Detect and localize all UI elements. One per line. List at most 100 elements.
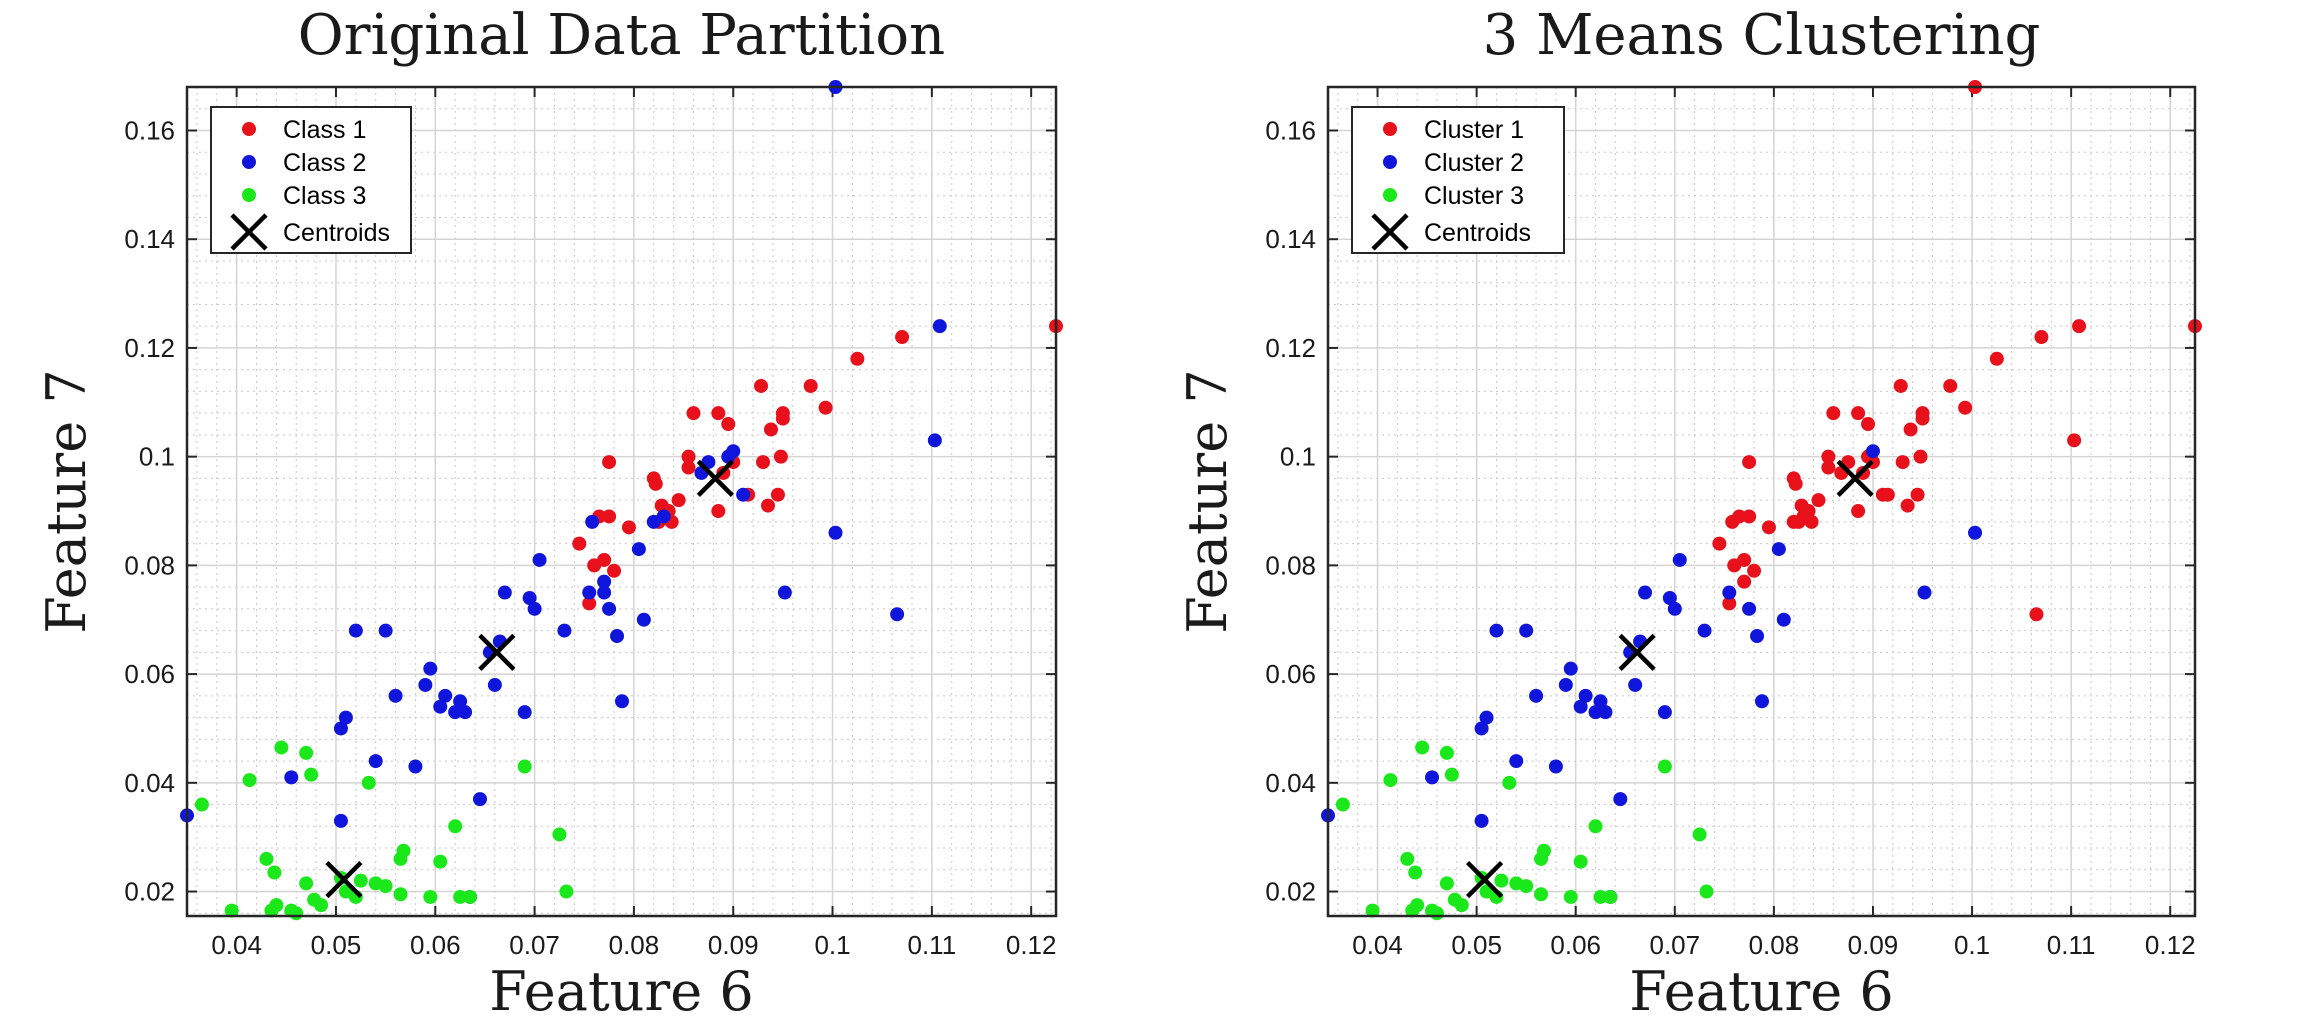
axis-ticks: 0.04 0.05 0.06 0.07 0.08 0.09 0.1 0.11 0.12 0.02 0…	[1265, 87, 2196, 960]
point-class-3	[259, 851, 274, 866]
point-class-2	[597, 585, 612, 600]
point-cluster-3	[1519, 879, 1534, 894]
point-class-3	[453, 889, 468, 904]
legend-item: Cluster 3	[1383, 182, 1524, 210]
point-cluster-2	[1638, 585, 1653, 600]
point-class-1	[648, 476, 663, 491]
point-cluster-1	[1915, 406, 1930, 421]
point-class-1	[770, 487, 785, 502]
legend-label: Class 3	[283, 182, 366, 210]
point-cluster-1	[1788, 476, 1803, 491]
point-class-2	[610, 629, 625, 644]
point-cluster-2	[1519, 623, 1534, 638]
point-cluster-1	[1742, 509, 1757, 524]
point-cluster-1	[1821, 460, 1836, 475]
point-class-2	[585, 514, 600, 529]
point-class-2	[438, 688, 453, 703]
point-cluster-3	[1439, 876, 1454, 891]
point-cluster-1	[1958, 400, 1973, 415]
point-class-1	[803, 378, 818, 393]
y-tick-label: 0.04	[124, 768, 175, 798]
point-cluster-3	[1563, 889, 1578, 904]
point-cluster-2	[1968, 525, 1983, 540]
legend-label: Cluster 2	[1424, 149, 1524, 177]
point-class-2	[522, 590, 537, 605]
centroid-marker	[1836, 459, 1874, 497]
legend-label: Centroids	[1424, 219, 1531, 247]
point-class-2	[333, 721, 348, 736]
point-class-1	[572, 536, 587, 551]
point-cluster-2	[1697, 623, 1712, 638]
x-tick-label: 0.12	[2145, 930, 2196, 960]
x-tick-label: 0.11	[908, 930, 957, 960]
point-cluster-3	[1657, 759, 1672, 774]
point-class-2	[828, 525, 843, 540]
x-tick-label: 0.1	[814, 930, 850, 960]
point-cluster-1	[1737, 552, 1752, 567]
legend-marker-centroid	[230, 213, 268, 251]
point-cluster-1	[1811, 493, 1826, 508]
axes-box	[185, 85, 1058, 918]
point-cluster-2	[1613, 792, 1628, 807]
y-tick-label: 0.06	[124, 659, 175, 689]
point-cluster-3	[1335, 797, 1350, 812]
x-tick-label: 0.07	[1649, 930, 1700, 960]
point-cluster-2	[1662, 590, 1677, 605]
point-class-2	[582, 585, 597, 600]
point-cluster-2	[1474, 813, 1489, 828]
point-cluster-1	[1913, 449, 1928, 464]
point-class-3	[463, 889, 478, 904]
point-cluster-2	[1578, 688, 1593, 703]
point-class-2	[487, 677, 502, 692]
point-class-2	[472, 792, 487, 807]
point-cluster-2	[1489, 623, 1504, 638]
legend-item: Class 3	[242, 182, 366, 210]
point-class-1	[597, 552, 612, 567]
point-cluster-1	[1943, 378, 1958, 393]
y-tick-label: 0.04	[1265, 768, 1316, 798]
data-points	[1321, 80, 2202, 921]
legend-label: Cluster 3	[1424, 182, 1524, 210]
point-class-2	[388, 688, 403, 703]
y-tick-label: 0.14	[124, 224, 175, 254]
x-tick-label: 0.04	[211, 930, 262, 960]
x-axis-label: Feature 6	[489, 960, 753, 1023]
point-class-3	[378, 879, 393, 894]
point-cluster-1	[1895, 455, 1910, 470]
axes-box	[1326, 85, 2197, 918]
point-class-2	[636, 612, 651, 627]
point-class-2	[631, 542, 646, 557]
x-tick-label: 0.1	[1954, 930, 1990, 960]
point-cluster-3	[1573, 854, 1588, 869]
centroid-marker	[1618, 633, 1656, 671]
point-class-3	[242, 773, 257, 788]
point-class-2	[927, 433, 942, 448]
point-cluster-3	[1383, 773, 1398, 788]
point-cluster-3	[1410, 898, 1425, 913]
point-cluster-2	[1573, 699, 1588, 714]
point-class-2	[418, 677, 433, 692]
legend-item: Cluster 1	[1383, 116, 1524, 144]
point-class-1	[686, 406, 701, 421]
point-cluster-1	[1900, 498, 1915, 513]
point-class-3	[448, 819, 463, 834]
point-class-2	[932, 319, 947, 334]
legend-label: Class 2	[283, 149, 366, 177]
point-class-2	[453, 694, 468, 709]
point-cluster-2	[1548, 759, 1563, 774]
legend-marker	[1383, 122, 1397, 136]
point-class-1	[711, 406, 726, 421]
point-class-2	[497, 585, 512, 600]
axis-ticks: 0.04 0.05 0.06 0.07 0.08 0.09 0.1 0.11 0.12 0.02 0…	[124, 87, 1056, 960]
point-class-3	[353, 873, 368, 888]
point-class-3	[517, 759, 532, 774]
point-cluster-2	[1754, 694, 1769, 709]
point-class-2	[458, 705, 473, 720]
point-class-2	[433, 699, 448, 714]
legend-label: Centroids	[283, 219, 390, 247]
point-class-1	[681, 449, 696, 464]
point-cluster-1	[1722, 596, 1737, 611]
point-cluster-1	[1893, 378, 1908, 393]
y-tick-label: 0.08	[1265, 550, 1316, 580]
y-tick-label: 0.02	[124, 877, 175, 907]
